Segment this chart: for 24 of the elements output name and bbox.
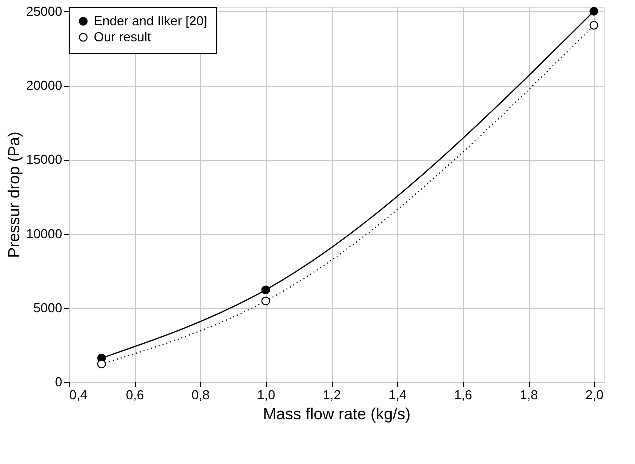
point	[97, 360, 106, 369]
legend-label: Our result	[94, 30, 152, 44]
point	[262, 286, 270, 294]
y-tick-label: 10000	[26, 226, 62, 242]
x-tick-label: 1,6	[454, 388, 472, 402]
point	[590, 7, 599, 16]
x-tick-label: 1,0	[257, 388, 276, 402]
x-tick-label: 0,6	[126, 388, 144, 402]
y-tick-label: 25000	[26, 4, 62, 19]
point	[590, 21, 599, 30]
x-axis-title: Mass flow rate (kg/s)	[263, 406, 411, 424]
x-tick-label: 0,4	[70, 388, 88, 402]
y-axis-title: Pressur drop (Pa)	[6, 132, 24, 258]
x-tick-label: 1,2	[323, 388, 342, 402]
y-tick-label: 15000	[26, 152, 62, 168]
x-tick-label: 2,0	[586, 388, 604, 402]
point	[262, 296, 270, 306]
y-tick-label: 5000	[34, 300, 62, 316]
legend-label: Ender and Ilker [20]	[94, 14, 208, 28]
x-tick-label: 1,4	[388, 388, 407, 402]
y-tick-label: 0	[55, 374, 62, 390]
x-tick-label: 1,8	[520, 388, 538, 402]
x-tick-label: 0,8	[192, 388, 210, 402]
y-tick-label: 20000	[26, 78, 62, 94]
